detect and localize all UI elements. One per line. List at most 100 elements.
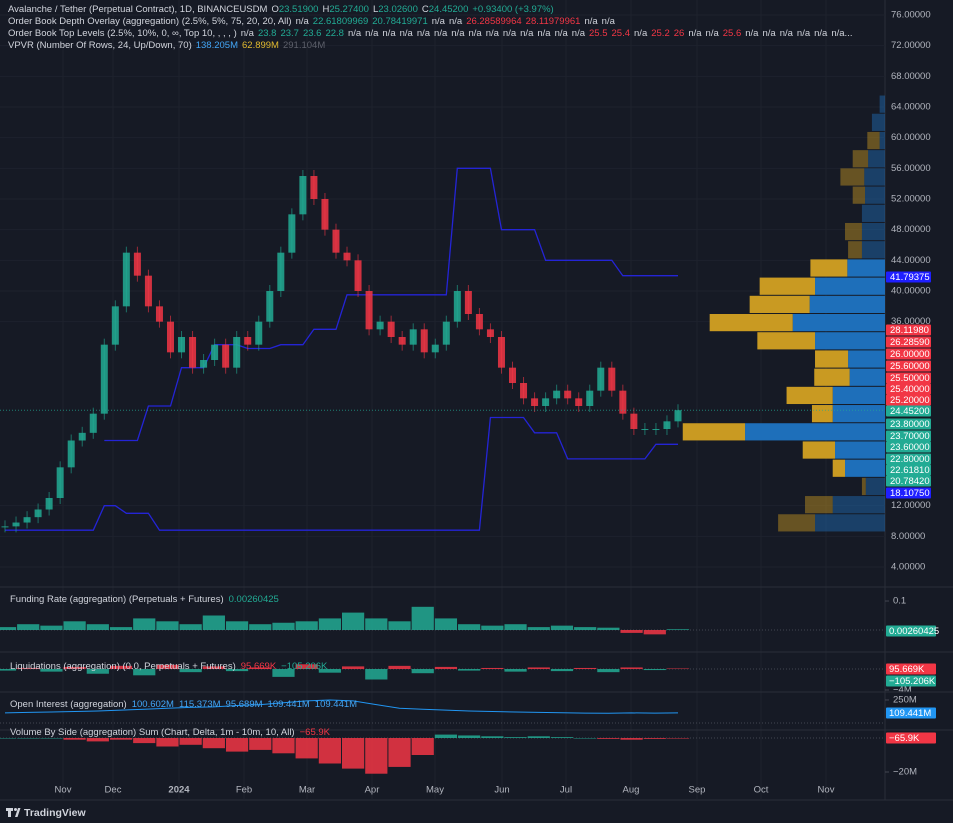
pane-bar [86,669,109,674]
price-tag [886,324,931,336]
pane-title-text: Volume By Side (aggregation) Sum (Chart,… [10,727,295,738]
time-tick-label: Jul [560,785,572,796]
pane-legend-value: 0.00260425 [229,594,279,605]
pane-bar [620,630,643,633]
pane-legend-value: 95.669K [241,661,277,672]
candle [652,429,660,430]
pane-legend-value: −105.206K [281,661,328,672]
pane-tag-label: 95.669K [889,664,925,675]
pane-tick-label: −4M [893,685,912,696]
indicator-value: 62.899M [242,40,279,51]
indicator-value: n/a [468,28,482,39]
pane-bar [295,621,318,630]
ohlc-key: C [421,4,429,15]
pane-bar [620,737,643,740]
price-tag [886,372,931,384]
vpvr-up [865,186,885,204]
pane-bar [318,618,341,630]
pane-bar [388,621,411,630]
pane-title: Liquidations (aggregation) (0.0, Perpetu… [10,661,328,672]
candle [332,229,340,253]
pane-tag [886,707,936,719]
pane-tag [886,732,936,744]
candle [597,367,605,391]
indicator-value: 23.8 [257,28,277,39]
indicator-value: n/a [416,28,431,39]
indicator-value: n/a [779,28,793,39]
candle [321,199,329,230]
pane-bar [17,667,40,670]
candle [222,344,230,368]
price-tick-label: 4.00000 [891,562,925,573]
pane-tag [886,675,936,687]
candle [619,390,627,414]
candle [464,291,472,314]
indicator-value: 25.5 [589,28,608,39]
candle [56,467,64,498]
pane-bar [272,737,295,754]
vpvr-up [847,259,885,277]
time-tick-label: Jun [494,785,509,796]
candle [409,329,417,345]
pane-bar [550,737,574,738]
vpvr-up [815,332,885,350]
price-tag [886,360,931,372]
vpvr-down [759,277,816,295]
pane-bar [109,627,133,630]
price-tag [886,430,931,442]
time-tick-label: Sep [689,785,706,796]
pane-bar [156,737,179,747]
pane-bar [365,669,388,680]
candle [133,252,141,276]
pane-bar [342,612,365,630]
vpvr-up [849,368,885,386]
indicator-value: 23.6 [302,28,322,39]
candle [531,398,539,406]
pane-bar [133,669,156,676]
candle [420,329,428,353]
legend-row: Order Book Depth Overlay (aggregation) (… [8,16,878,28]
pane-tag [886,663,936,675]
candle [564,390,572,399]
price-tag [886,441,931,453]
pane-line [4,699,679,714]
vpvr-up [868,150,885,168]
candle [200,360,208,368]
legend-row: Order Book Top Levels (2.5%, 10%, 0, ∞, … [8,28,878,40]
price-tag-label: 25.50000 [890,373,930,384]
indicator-value: n/a [448,16,463,27]
candle [178,337,186,353]
time-tick-label: Oct [754,785,769,796]
candle [277,252,285,291]
pane-bar [504,624,527,630]
pane-bar [550,669,574,672]
price-tag-label: 41.79375 [890,272,930,283]
indicator-value: 25.6 [722,28,742,39]
vpvr-up [845,459,885,477]
pane-bar [481,625,504,630]
vpvr-up [832,386,885,405]
pane-bar [318,669,341,673]
vpvr-up [835,441,885,459]
pane-bar [597,737,620,739]
indicator-value: n/a [502,28,517,39]
price-tick-label: 72.00000 [891,40,931,51]
pane-tag-label: −65.9K [889,733,920,744]
vpvr-down [852,186,866,204]
vpvr-up [745,423,885,441]
pane-bar [597,669,620,673]
pane-bar [481,667,504,670]
ohlc-key: O [271,4,279,15]
candle [343,252,351,261]
indicator-value: n/a... [831,28,853,39]
candle [497,337,505,368]
price-tick-label: 48.00000 [891,224,931,235]
vpvr-down [757,332,816,350]
pane-title: Volume By Side (aggregation) Sum (Chart,… [10,727,331,738]
candle [144,275,152,307]
indicator-value: 291.104M [282,40,326,51]
candle [288,214,296,253]
pane-bar [63,621,86,630]
pane-bar [0,737,17,739]
